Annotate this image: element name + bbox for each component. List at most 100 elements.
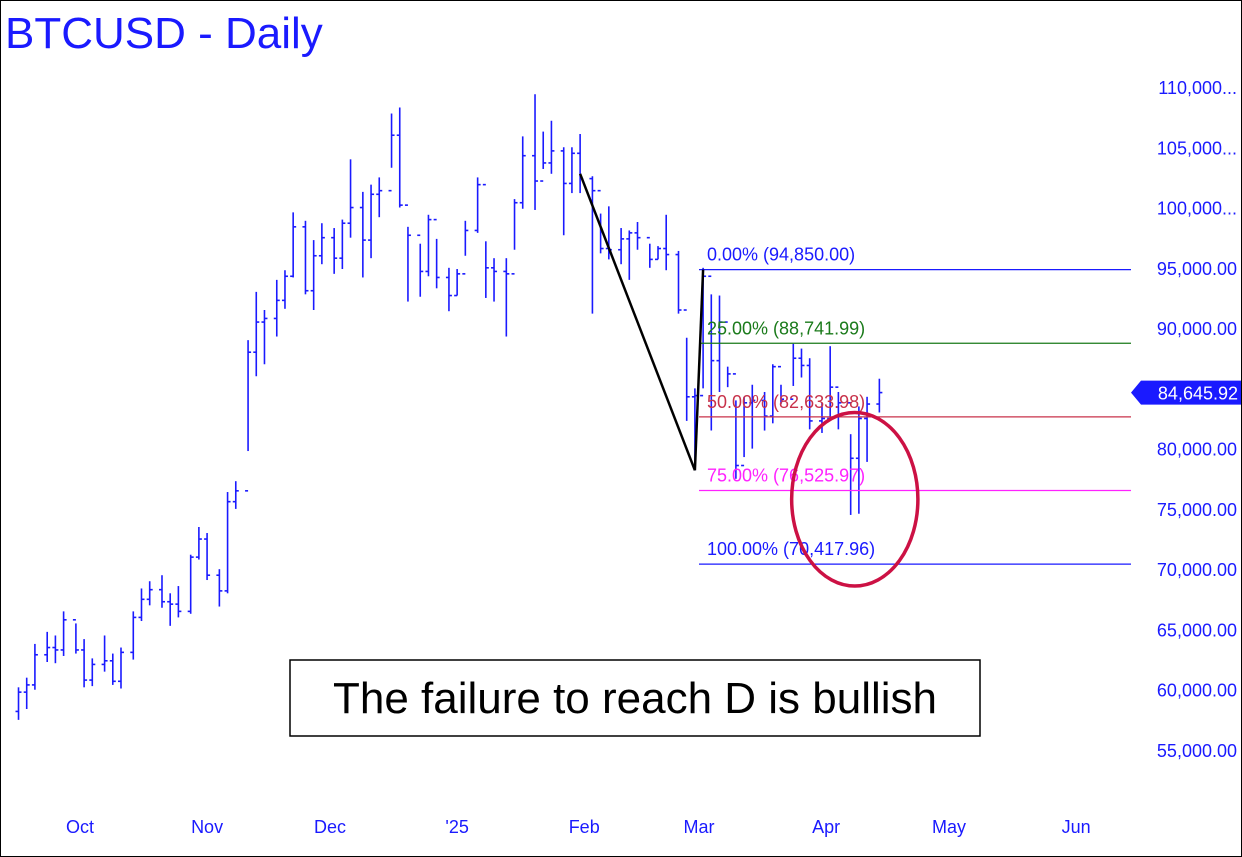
ohlc-bar bbox=[347, 159, 354, 238]
ohlc-bar bbox=[72, 619, 79, 654]
ohlc-bar bbox=[44, 631, 51, 663]
x-axis: Oct Nov Dec '25 Feb Mar Apr May Jun bbox=[66, 817, 1091, 837]
ohlc-bar bbox=[253, 291, 260, 377]
ohlc-bar bbox=[769, 364, 776, 424]
x-tick-label: Nov bbox=[191, 817, 223, 837]
highlight-ring bbox=[789, 410, 920, 588]
ohlc-bar bbox=[548, 120, 555, 174]
ohlc-bar bbox=[655, 246, 662, 261]
y-tick-label: 75,000.00 bbox=[1157, 500, 1237, 520]
ohlc-bar bbox=[339, 219, 346, 270]
ohlc-bar bbox=[232, 481, 239, 509]
ohlc-bar bbox=[318, 223, 325, 265]
y-tick-label: 110,000... bbox=[1158, 78, 1237, 98]
price-bars bbox=[15, 94, 883, 720]
ohlc-bar bbox=[388, 113, 395, 192]
ohlc-bar bbox=[245, 340, 252, 492]
y-tick-label: 95,000.00 bbox=[1157, 259, 1237, 279]
x-tick-label: '25 bbox=[445, 817, 468, 837]
ohlc-bar bbox=[589, 176, 596, 314]
x-tick-label: Dec bbox=[314, 817, 346, 837]
ohlc-bar bbox=[626, 230, 633, 280]
ohlc-bar bbox=[835, 386, 842, 430]
ohlc-bar bbox=[359, 191, 366, 278]
annotation-border bbox=[289, 659, 981, 737]
ohlc-bar bbox=[568, 147, 575, 194]
ohlc-bar bbox=[876, 378, 883, 413]
x-tick-label: Apr bbox=[812, 817, 840, 837]
ohlc-bar bbox=[216, 569, 223, 607]
annotation-text: The failure to reach D is bullish bbox=[333, 674, 937, 723]
ohlc-bar bbox=[532, 94, 539, 210]
ohlc-bar bbox=[474, 177, 481, 233]
ohlc-bar bbox=[503, 258, 510, 337]
ohlc-bar bbox=[117, 647, 124, 689]
ohlc-bar bbox=[31, 643, 38, 690]
x-tick-label: May bbox=[932, 817, 966, 837]
y-tick-label: 105,000... bbox=[1157, 138, 1237, 158]
ohlc-bar bbox=[634, 222, 641, 250]
ohlc-bar bbox=[425, 214, 432, 277]
ohlc-bar bbox=[445, 267, 452, 312]
last-price-tag: 84,645.92 bbox=[1131, 380, 1241, 405]
ohlc-bar bbox=[577, 134, 584, 194]
ohlc-bar bbox=[560, 147, 567, 236]
fib-levels: 0.00% (94,850.00) 25.00% (88,741.99) 50.00… bbox=[699, 245, 1131, 565]
y-tick-label: 70,000.00 bbox=[1157, 560, 1237, 580]
ohlc-bar bbox=[310, 240, 317, 311]
ohlc-bar bbox=[417, 234, 424, 297]
fib-label: 25.00% (88,741.99) bbox=[707, 318, 865, 338]
ohlc-bar bbox=[204, 533, 211, 581]
last-price-label: 84,645.92 bbox=[1158, 384, 1238, 404]
ohlc-bar bbox=[52, 635, 59, 664]
y-tick-label: 100,000... bbox=[1157, 199, 1237, 219]
ohlc-bar bbox=[462, 220, 469, 275]
abcd-pattern-lines bbox=[578, 173, 705, 471]
ohlc-bar bbox=[23, 677, 30, 710]
ohlc-bar bbox=[175, 586, 182, 618]
ohlc-bar bbox=[540, 131, 547, 182]
annotation-box: The failure to reach D is bullish bbox=[289, 659, 981, 737]
ohlc-bar bbox=[597, 189, 604, 254]
fib-label: 75.00% (76,525.97) bbox=[707, 466, 865, 486]
ohlc-bar bbox=[482, 183, 489, 298]
ohlc-bar bbox=[798, 348, 805, 378]
ohlc-bar bbox=[864, 396, 871, 462]
ohlc-bar bbox=[454, 269, 461, 297]
ohlc-bar bbox=[741, 396, 748, 467]
ohlc-bar bbox=[290, 212, 297, 278]
ohlc-bar bbox=[855, 406, 862, 514]
ohlc-bar bbox=[109, 653, 116, 685]
ohlc-bar bbox=[847, 402, 854, 515]
ohlc-bar bbox=[433, 218, 440, 289]
ohlc-bar bbox=[491, 258, 498, 302]
ohlc-bar bbox=[273, 279, 280, 337]
ohlc-bar bbox=[519, 136, 526, 209]
ohlc-bar bbox=[81, 639, 88, 688]
ohlc-bar bbox=[261, 310, 268, 365]
ohlc-bar bbox=[790, 343, 797, 401]
ohlc-bar bbox=[158, 575, 165, 608]
ohlc-bar bbox=[224, 492, 231, 594]
ohlc-bar bbox=[167, 593, 174, 626]
x-tick-label: Jun bbox=[1062, 817, 1091, 837]
ohlc-bar bbox=[101, 635, 108, 672]
ohlc-bar bbox=[404, 204, 411, 302]
ohlc-bar bbox=[331, 228, 338, 274]
last-price-marker bbox=[1131, 380, 1241, 405]
pattern-line bbox=[693, 269, 705, 471]
ohlc-bar bbox=[89, 658, 96, 687]
ohlc-bar bbox=[195, 526, 202, 560]
y-tick-label: 60,000.00 bbox=[1157, 681, 1237, 701]
ohlc-bar bbox=[15, 687, 22, 720]
ohlc-bar bbox=[60, 611, 67, 656]
ohlc-bar bbox=[281, 270, 288, 309]
ohlc-bar bbox=[618, 228, 625, 265]
y-tick-label: 65,000.00 bbox=[1157, 620, 1237, 640]
fib-label: 50.00% (82,633.98) bbox=[707, 392, 865, 412]
ohlc-bar bbox=[138, 588, 145, 622]
ohlc-bar bbox=[646, 236, 653, 268]
ohlc-bar bbox=[732, 373, 739, 479]
